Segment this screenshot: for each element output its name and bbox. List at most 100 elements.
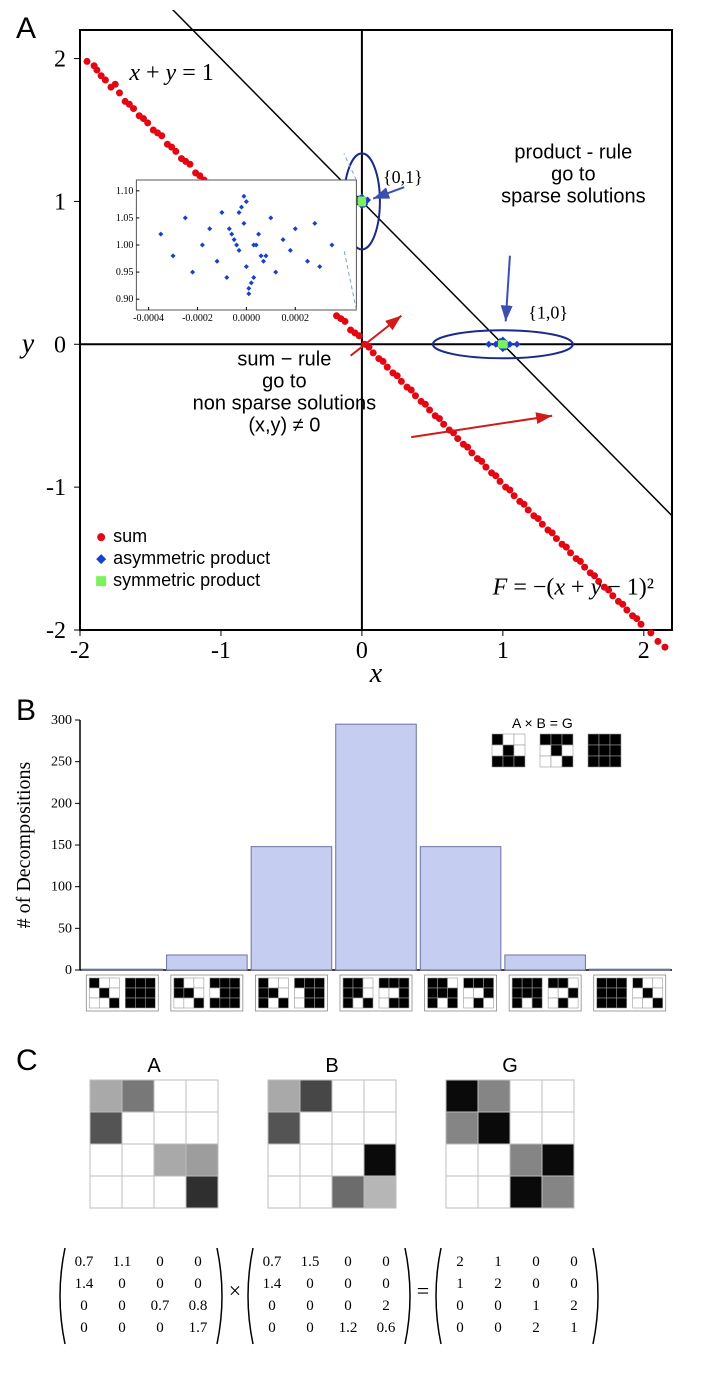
svg-text:2: 2 — [456, 1254, 464, 1270]
svg-text:2: 2 — [382, 1298, 390, 1314]
svg-text:0: 0 — [54, 332, 66, 358]
svg-text:G: G — [502, 1055, 518, 1077]
svg-text:sum: sum — [113, 526, 147, 546]
svg-text:0: 0 — [456, 1320, 464, 1336]
svg-text:-1: -1 — [46, 475, 66, 501]
svg-text:asymmetric product: asymmetric product — [113, 548, 270, 568]
panel-a-label: A — [16, 12, 36, 46]
svg-text:0: 0 — [156, 1254, 164, 1270]
svg-text:0.7: 0.7 — [151, 1298, 170, 1314]
svg-text:-1: -1 — [211, 638, 231, 664]
svg-text:x + y = 1: x + y = 1 — [128, 60, 213, 86]
svg-text:1.2: 1.2 — [339, 1320, 358, 1336]
svg-text:1: 1 — [497, 638, 509, 664]
svg-text:2: 2 — [638, 638, 650, 664]
svg-text:0: 0 — [382, 1254, 390, 1270]
svg-text:0: 0 — [306, 1276, 314, 1292]
svg-text:200: 200 — [51, 796, 72, 811]
svg-text:0: 0 — [306, 1320, 314, 1336]
svg-text:0: 0 — [118, 1298, 126, 1314]
svg-text:symmetric product: symmetric product — [113, 570, 260, 590]
svg-text:F = −(x + y − 1)²: F = −(x + y − 1)² — [492, 574, 654, 600]
svg-text:0: 0 — [156, 1276, 164, 1292]
svg-text:sum − rule: sum − rule — [237, 349, 331, 371]
svg-text:product - rule: product - rule — [514, 142, 632, 164]
svg-text:0.0002: 0.0002 — [282, 313, 310, 324]
svg-text:150: 150 — [51, 838, 72, 853]
panel-b-chart: 0 50 100 150 200 250 300 # of Decompositions A ×… — [10, 700, 692, 1040]
svg-text:0: 0 — [532, 1254, 540, 1270]
svg-text:sparse solutions: sparse solutions — [501, 186, 646, 208]
svg-text:0: 0 — [494, 1298, 502, 1314]
svg-text:# of Decompositions: # of Decompositions — [13, 761, 35, 928]
svg-text:0: 0 — [570, 1254, 578, 1270]
svg-text:1.4: 1.4 — [263, 1276, 282, 1292]
svg-text:1.7: 1.7 — [189, 1320, 208, 1336]
svg-text:0: 0 — [570, 1276, 578, 1292]
svg-text:A: A — [147, 1055, 161, 1077]
svg-text:{1,0}: {1,0} — [528, 303, 568, 323]
svg-text:0: 0 — [194, 1276, 202, 1292]
svg-text:-2: -2 — [70, 638, 90, 664]
svg-text:1: 1 — [54, 189, 66, 215]
svg-text:1.1: 1.1 — [113, 1254, 132, 1270]
panel-c-label: C — [16, 1044, 38, 1078]
svg-text:0: 0 — [80, 1298, 88, 1314]
svg-text:0: 0 — [80, 1320, 88, 1336]
svg-text:0.8: 0.8 — [189, 1298, 208, 1314]
svg-text:x: x — [369, 658, 383, 689]
svg-text:50: 50 — [58, 921, 72, 936]
svg-text:0: 0 — [156, 1320, 164, 1336]
svg-text:2: 2 — [54, 47, 66, 73]
svg-text:1: 1 — [494, 1254, 502, 1270]
svg-text:=: = — [417, 1278, 429, 1303]
svg-text:go to: go to — [551, 164, 595, 186]
svg-text:A × B = G: A × B = G — [512, 715, 573, 731]
svg-text:2: 2 — [494, 1276, 502, 1292]
svg-text:0: 0 — [65, 963, 72, 978]
panel-b: B 050100150200250300# of DecompositionsA… — [10, 700, 692, 1040]
svg-text:1: 1 — [456, 1276, 464, 1292]
svg-text:1.00: 1.00 — [116, 240, 134, 251]
svg-text:2: 2 — [532, 1320, 540, 1336]
panel-c: C ABG0.71.1001.4000000.70.80001.7×0.71.5… — [10, 1050, 692, 1390]
svg-text:0: 0 — [194, 1254, 202, 1270]
svg-text:1.5: 1.5 — [301, 1254, 320, 1270]
svg-text:1: 1 — [570, 1320, 578, 1336]
svg-text:(x,y) ≠ 0: (x,y) ≠ 0 — [248, 415, 320, 437]
svg-text:non sparse solutions: non sparse solutions — [193, 393, 376, 415]
svg-text:0: 0 — [118, 1276, 126, 1292]
svg-text:0: 0 — [494, 1320, 502, 1336]
svg-text:0: 0 — [356, 638, 368, 664]
svg-text:-0.0002: -0.0002 — [182, 313, 213, 324]
svg-text:0.95: 0.95 — [116, 267, 134, 278]
svg-text:0.0000: 0.0000 — [233, 313, 261, 324]
svg-text:0.90: 0.90 — [116, 294, 134, 305]
svg-text:300: 300 — [51, 713, 72, 728]
svg-text:×: × — [229, 1278, 241, 1303]
svg-text:B: B — [325, 1055, 338, 1077]
svg-text:0.7: 0.7 — [263, 1254, 282, 1270]
svg-text:100: 100 — [51, 880, 72, 895]
svg-text:0: 0 — [268, 1320, 276, 1336]
svg-text:{0,1}: {0,1} — [383, 167, 423, 187]
panel-a: A -2-1012-2-1012xyx + y = 1{0,1}{1,0}pro… — [10, 10, 692, 690]
svg-text:-0.0004: -0.0004 — [133, 313, 164, 324]
svg-text:0.6: 0.6 — [377, 1320, 396, 1336]
svg-text:go to: go to — [262, 371, 306, 393]
svg-text:0: 0 — [118, 1320, 126, 1336]
panel-a-chart: -2-1012-2-1012xyx + y = 1{0,1}{1,0}produ… — [10, 10, 692, 690]
svg-text:-2: -2 — [46, 618, 66, 644]
svg-text:0: 0 — [306, 1298, 314, 1314]
svg-text:2: 2 — [570, 1298, 578, 1314]
svg-text:250: 250 — [51, 755, 72, 770]
svg-text:1.05: 1.05 — [116, 213, 134, 224]
svg-text:0: 0 — [382, 1276, 390, 1292]
svg-text:0: 0 — [268, 1298, 276, 1314]
svg-text:0: 0 — [344, 1254, 352, 1270]
svg-text:1.4: 1.4 — [75, 1276, 94, 1292]
svg-text:0: 0 — [532, 1276, 540, 1292]
svg-text:0: 0 — [344, 1276, 352, 1292]
svg-text:1.10: 1.10 — [116, 186, 134, 197]
svg-text:0: 0 — [456, 1298, 464, 1314]
